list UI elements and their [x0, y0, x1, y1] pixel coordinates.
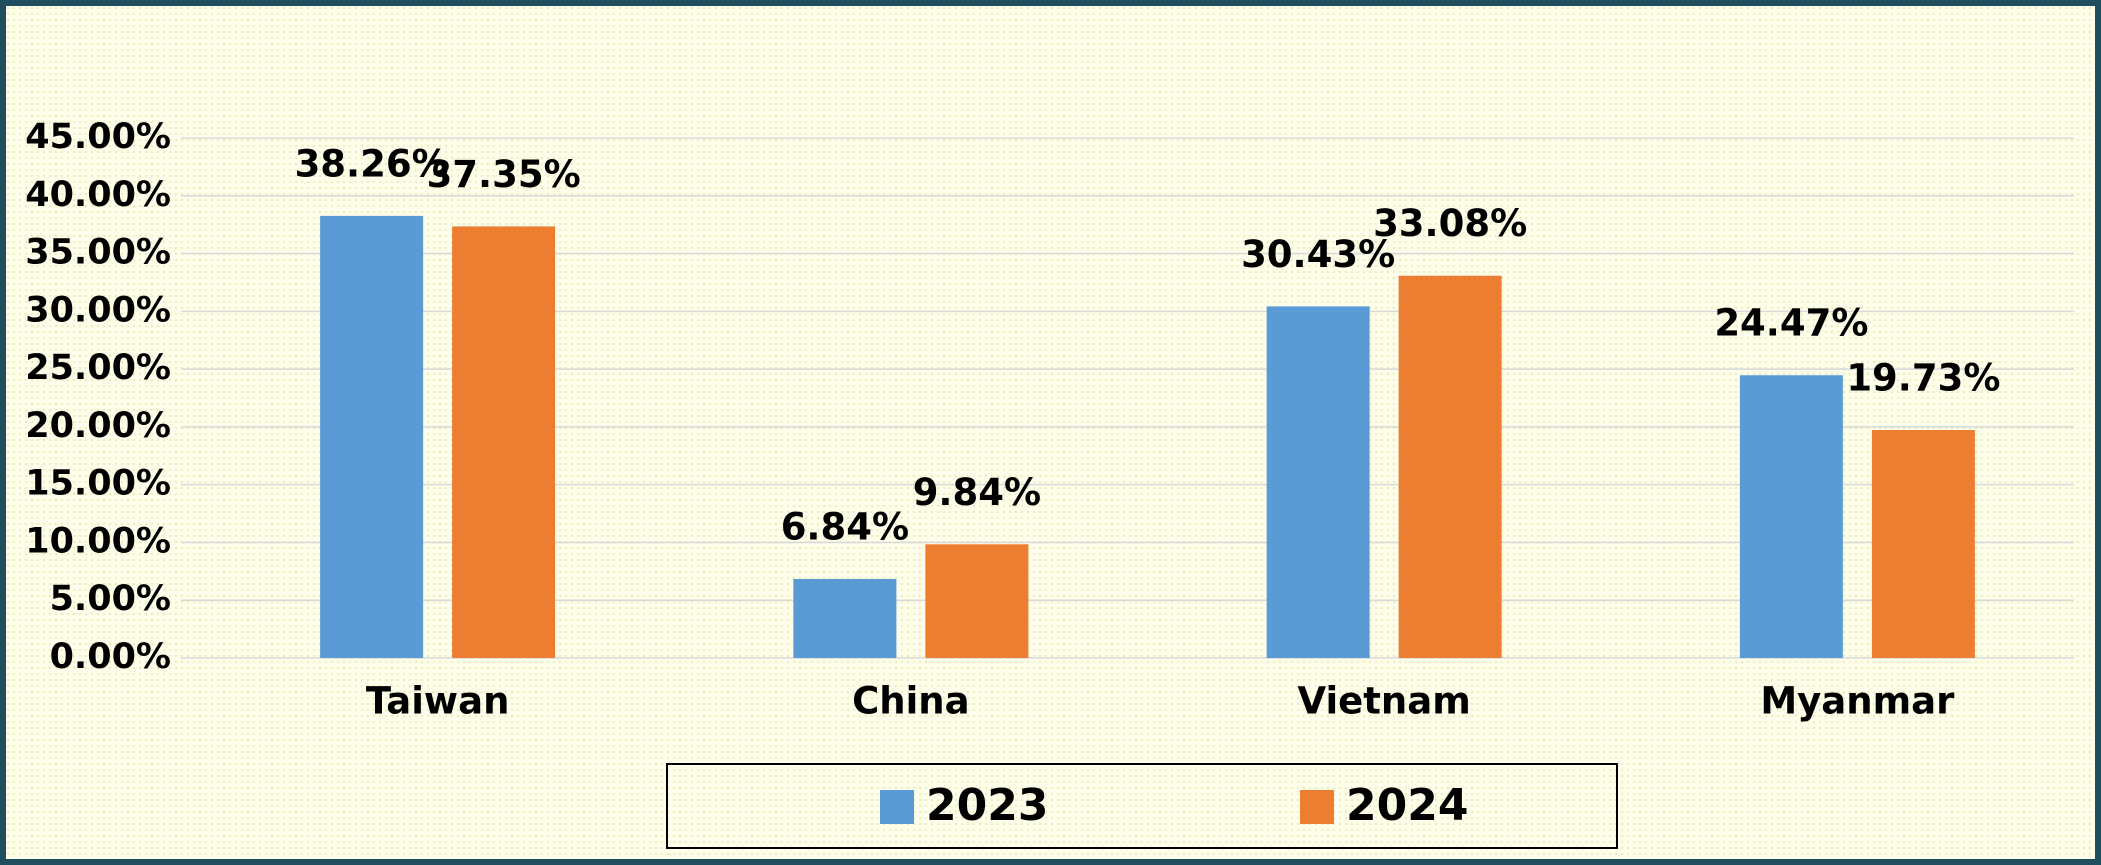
legend-box [666, 763, 1618, 849]
y-tick-label: 5.00% [50, 579, 171, 619]
bar [1266, 306, 1370, 658]
y-tick-label: 40.00% [25, 175, 171, 215]
bar [320, 215, 424, 658]
x-tick-label: Myanmar [1760, 680, 1955, 723]
data-label: 6.84% [781, 505, 909, 548]
x-tick-label: Taiwan [366, 680, 510, 723]
data-label: 38.26% [295, 142, 449, 185]
data-label: 30.43% [1241, 233, 1395, 276]
data-label: 24.47% [1714, 302, 1868, 345]
bar [1398, 275, 1502, 658]
data-label: 33.08% [1373, 202, 1527, 245]
x-tick-label: Vietnam [1297, 680, 1470, 723]
y-tick-label: 15.00% [25, 464, 171, 504]
bar [925, 544, 1029, 658]
y-tick-label: 45.00% [25, 117, 171, 157]
y-tick-label: 0.00% [50, 637, 171, 677]
bar [1871, 430, 1975, 658]
y-tick-label: 25.00% [25, 348, 171, 388]
x-tick-label: China [852, 680, 970, 723]
y-tick-label: 20.00% [25, 406, 171, 446]
bar [1739, 375, 1843, 658]
data-label: 9.84% [913, 471, 1041, 514]
data-label: 19.73% [1846, 357, 2000, 400]
legend-label: 2024 [1346, 780, 1468, 831]
y-tick-label: 35.00% [25, 233, 171, 273]
y-tick-label: 10.00% [25, 521, 171, 561]
bar [452, 226, 556, 658]
legend-swatch [880, 790, 914, 824]
legend-label: 2023 [926, 780, 1048, 831]
y-tick-label: 30.00% [25, 290, 171, 330]
legend-swatch [1300, 790, 1334, 824]
bar [793, 578, 897, 658]
data-label: 37.35% [427, 153, 581, 196]
